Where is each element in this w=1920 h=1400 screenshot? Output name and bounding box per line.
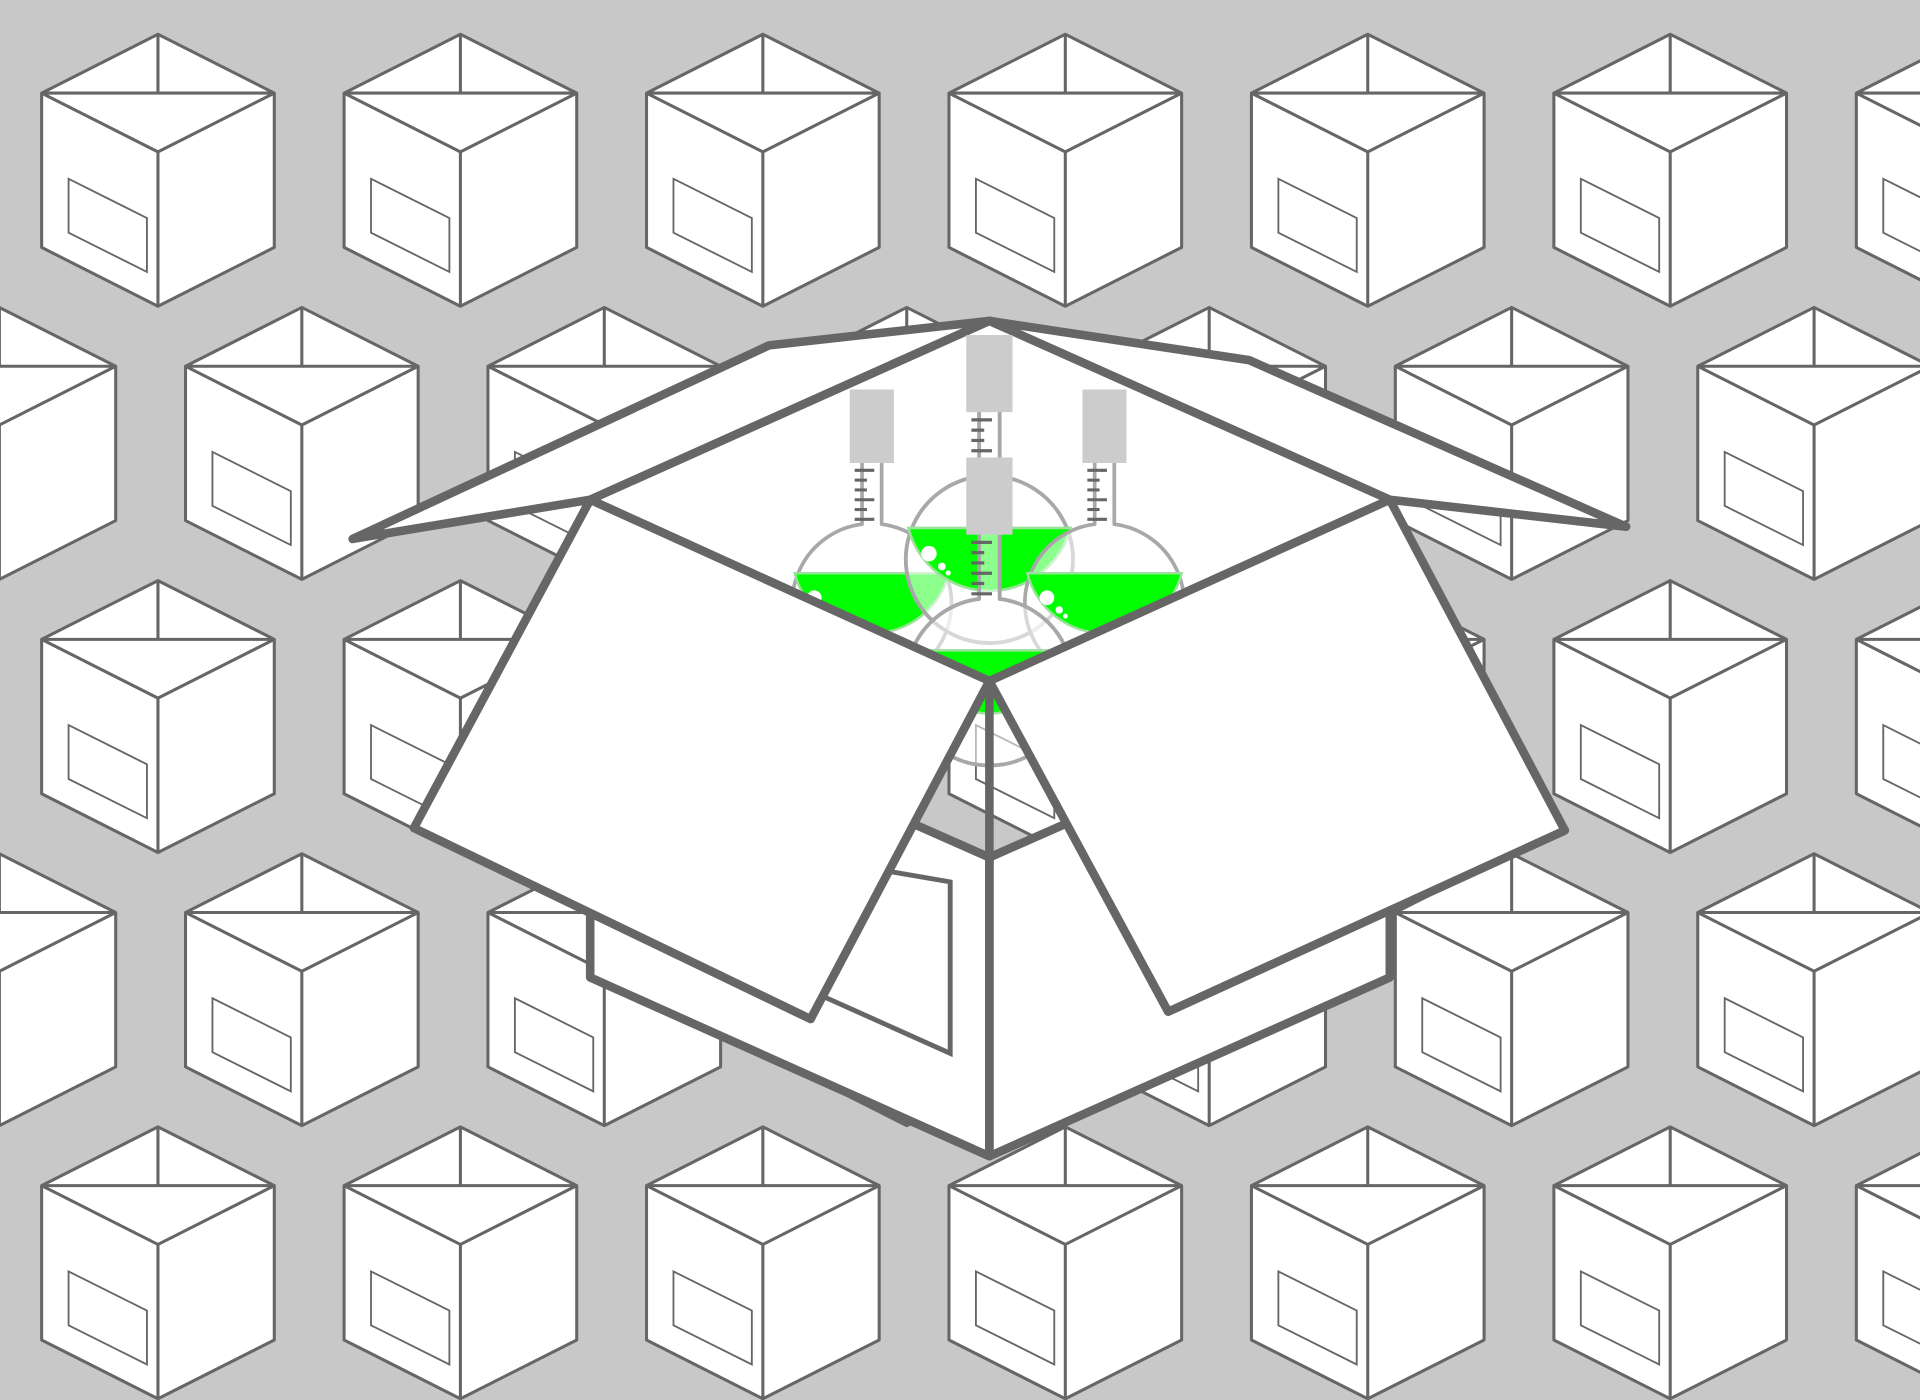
closed-box-icon: [40, 32, 276, 308]
closed-box-icon: [644, 32, 881, 308]
closed-box-icon: [342, 1125, 579, 1400]
front-right-flap: [985, 495, 1570, 1017]
closed-box-icon: [183, 852, 420, 1128]
front-left-flap: [409, 495, 994, 1024]
closed-box-icon: [40, 1125, 276, 1400]
closed-box-icon: [183, 305, 420, 581]
closed-box-icon: [1552, 32, 1789, 308]
closed-box-icon: [1696, 305, 1920, 581]
closed-box-icon: [40, 579, 276, 855]
closed-box-icon: [1249, 1125, 1486, 1400]
closed-box-icon: [1249, 32, 1486, 308]
open-box-icon: [348, 316, 1631, 1161]
closed-box-icon: [342, 32, 579, 308]
closed-box-icon: [1552, 579, 1789, 855]
closed-box-icon: [1552, 1125, 1789, 1400]
closed-box-icon: [644, 1125, 881, 1400]
closed-box-icon: [1696, 852, 1920, 1128]
closed-box-icon: [947, 32, 1184, 308]
closed-box-icon: [947, 1125, 1184, 1400]
